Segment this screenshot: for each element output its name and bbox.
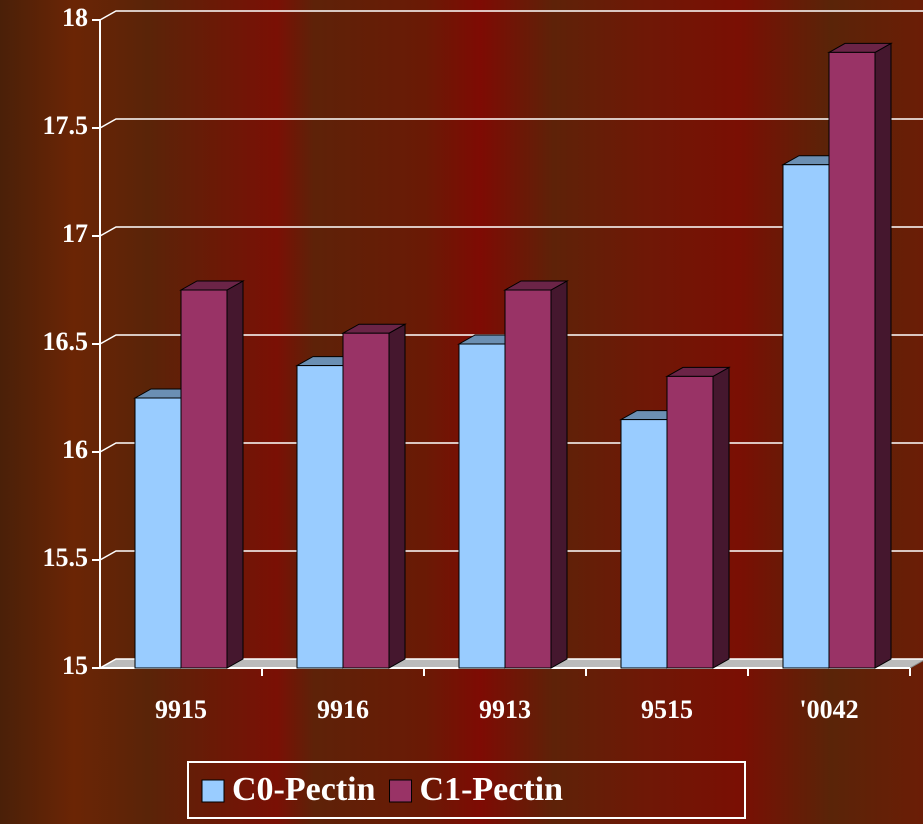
x-tick-label: 9913 <box>479 695 531 724</box>
bar <box>782 164 830 669</box>
bar <box>342 332 390 669</box>
legend-label: C0-Pectin <box>232 771 376 808</box>
y-tick-label: 15 <box>62 651 88 680</box>
y-tick-label: 17.5 <box>43 111 89 140</box>
bar <box>296 365 344 669</box>
bar <box>134 397 182 669</box>
bar <box>620 419 668 669</box>
x-tick-label: '0042 <box>799 695 858 724</box>
grid-line <box>99 10 923 21</box>
bar <box>180 289 228 669</box>
bar-side <box>874 42 892 669</box>
grid-line <box>99 118 923 129</box>
bar-side <box>550 280 568 669</box>
bar <box>828 51 876 669</box>
bar-side <box>388 323 406 669</box>
y-tick-label: 15.5 <box>43 543 89 572</box>
y-tick-label: 17 <box>62 219 88 248</box>
grid-line <box>99 226 923 237</box>
bar-side <box>226 280 244 669</box>
legend-label: C1-Pectin <box>420 771 564 808</box>
legend-swatch <box>201 779 225 803</box>
legend-swatch <box>389 779 413 803</box>
x-tick-label: 9916 <box>317 695 369 724</box>
y-tick-label: 18 <box>62 3 88 32</box>
bar-side <box>712 366 730 669</box>
grid-line <box>99 334 923 345</box>
bar <box>666 375 714 669</box>
bar <box>504 289 552 669</box>
legend-box <box>187 761 746 819</box>
y-tick-label: 16.5 <box>43 327 89 356</box>
bar <box>458 343 506 669</box>
x-tick-label: 9515 <box>641 695 693 724</box>
y-tick-label: 16 <box>62 435 88 464</box>
x-tick-label: 9915 <box>155 695 207 724</box>
